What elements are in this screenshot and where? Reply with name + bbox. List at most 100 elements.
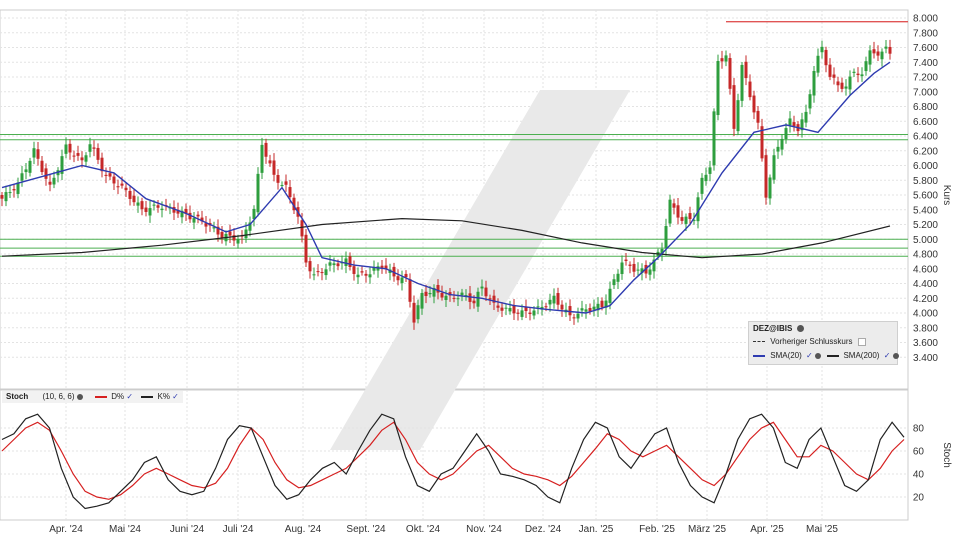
stoch-axis-label: Stoch [941,442,952,468]
candle-body [556,293,560,305]
candle-body [620,262,624,275]
candle-body [444,295,448,300]
candle-body [316,271,320,273]
candle-body [220,232,224,238]
legend-settings-icon[interactable] [796,325,804,333]
candle-body [276,174,280,183]
candle-body [636,269,640,271]
candle-body [436,284,440,293]
x-tick-label: Mai '24 [109,524,141,535]
stoch-tick-label: 60 [913,447,925,458]
y-tick-label: 5.400 [913,205,938,216]
candle-body [44,168,48,179]
candle-body [252,208,256,220]
legend-sma200-label: SMA(200) [843,351,880,360]
candle-body [452,297,456,299]
check-icon[interactable]: ✓ [126,392,134,401]
candle-body [760,126,764,159]
legend-item-sma20: SMA(20) ✓ SMA(200) ✓ [753,350,899,361]
candle-body [76,153,80,156]
candle-body [744,61,748,79]
candle-body [516,312,520,314]
candle-body [88,144,92,152]
candle-body [248,222,252,231]
y-tick-label: 4.200 [913,294,938,305]
candle-body [732,85,736,129]
candle-body [180,210,184,218]
y-tick-label: 6.800 [913,102,938,113]
candle-body [664,226,668,249]
candle-body [868,50,872,65]
candle-body [788,118,792,126]
candle-body [876,51,880,56]
x-tick-label: Jan. '25 [579,524,614,535]
candle-body [504,307,508,309]
candle-body [424,291,428,297]
y-tick-label: 7.800 [913,28,938,39]
candle-body [524,306,528,312]
candle-body [696,197,700,222]
candle-body [92,147,96,149]
legend-checkbox-icon[interactable] [857,337,866,346]
candle-body [776,146,780,152]
y-tick-label: 3.600 [913,338,938,349]
candle-body [648,269,652,275]
candle-body [0,195,4,199]
candle-body [176,209,180,214]
candle-body [472,300,476,304]
candle-body [36,149,40,159]
legend-sma20-label: SMA(20) [770,351,802,360]
candle-body [824,49,828,66]
candle-body [16,182,20,194]
candle-body [488,298,492,300]
candle-body [884,46,888,49]
candle-body [432,287,436,297]
candle-body [492,295,496,303]
candle-body [352,266,356,274]
check-icon[interactable]: ✓ [172,392,179,401]
candle-body [288,187,292,198]
candle-body [380,265,384,268]
candle-body [320,272,324,274]
candle-body [232,235,236,241]
legend-settings-icon[interactable] [814,352,821,359]
x-tick-label: Nov. '24 [466,524,502,535]
candle-body [400,277,404,284]
x-tick-label: Mai '25 [806,524,838,535]
candle-body [396,276,400,281]
candle-body [816,55,820,73]
check-icon[interactable]: ✓ [806,351,813,360]
candle-body [584,309,588,312]
candle-body [544,306,548,308]
candle-body [528,312,532,315]
candle-body [392,266,396,277]
y-tick-label: 5.200 [913,220,938,231]
dashed-line-icon [753,341,765,343]
legend-settings-icon[interactable] [892,352,899,359]
candle-body [624,259,628,261]
candle-body [228,231,232,236]
candle-body [440,292,444,298]
candle-body [520,310,524,317]
candle-body [536,306,540,308]
candle-body [888,46,892,54]
legend-settings-icon[interactable] [76,393,83,400]
check-icon[interactable]: ✓ [883,351,891,360]
candle-body [284,181,288,185]
y-tick-label: 4.800 [913,250,938,261]
x-tick-label: Sept. '24 [346,524,386,535]
candle-body [864,61,868,72]
red-line-icon [94,395,107,398]
candle-body [308,261,312,272]
y-tick-label: 7.000 [913,87,938,98]
candle-body [216,226,220,235]
candle-body [140,201,144,210]
stoch-tick-label: 80 [913,424,925,435]
candle-body [512,305,516,314]
candle-body [632,263,636,272]
candle-body [356,274,360,278]
candle-body [692,219,696,221]
candle-body [116,186,120,188]
candle-body [272,160,276,175]
candle-body [608,288,612,303]
